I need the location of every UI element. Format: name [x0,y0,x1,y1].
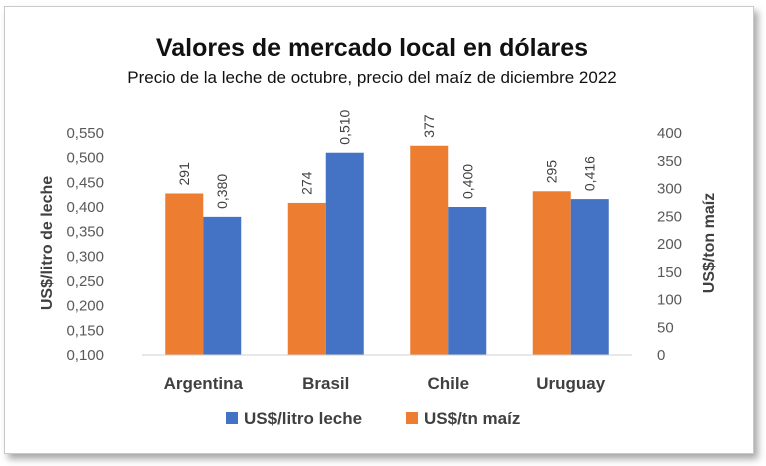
bar [165,193,204,355]
y2-tick-label: 100 [657,292,682,309]
data-label: 377 [421,114,437,138]
data-label: 295 [544,160,560,184]
category-label: Chile [427,374,469,393]
y2-tick-label: 400 [657,125,682,142]
y2-axis-label: US$/ton maíz [701,193,718,293]
legend: US$/litro leche US$/tn maíz [226,409,520,428]
bar [570,199,609,355]
y-tick-label: 0,550 [66,125,104,142]
bar [532,191,571,355]
data-label: 274 [299,171,315,195]
y-tick-label: 0,350 [66,224,104,241]
data-label: 0,380 [214,174,230,209]
y2-tick-label: 200 [657,236,682,253]
chart-subtitle: Precio de la leche de octubre, precio de… [127,68,617,87]
bar [203,216,242,355]
data-label: 0,400 [459,164,475,199]
y-tick-label: 0,150 [66,322,104,339]
y2-tick-label: 250 [657,208,682,225]
y-tick-label: 0,250 [66,273,104,290]
y-axis-label: US$/litro de leche [39,176,56,310]
legend-swatch [406,412,418,424]
bar [287,202,326,355]
category-label: Uruguay [536,374,606,393]
legend-label: US$/tn maíz [424,409,520,428]
y2-tick-label: 0 [657,347,665,364]
bar [448,207,487,355]
data-label: 0,416 [582,156,598,191]
chart-frame [4,6,754,454]
category-label: Argentina [164,374,244,393]
y-tick-label: 0,300 [66,248,104,265]
y2-tick-label: 50 [657,319,674,336]
category-label: Brasil [302,374,349,393]
bar [410,145,449,355]
chart-title: Valores de mercado local en dólares [156,34,588,62]
y2-tick-label: 300 [657,181,682,198]
y-tick-label: 0,500 [66,150,104,167]
legend-swatch [226,412,238,424]
y-tick-label: 0,100 [66,347,104,364]
legend-label: US$/litro leche [244,409,362,428]
bar [325,152,364,355]
plot-area: 0,100 0,150 0,200 0,250 0,300 0,350 0,400 0,450… [66,109,682,393]
y-tick-label: 0,200 [66,298,104,315]
y2-tick-label: 350 [657,153,682,170]
y2-tick-label: 150 [657,264,682,281]
data-label: 0,510 [337,109,353,144]
y-tick-label: 0,450 [66,174,104,191]
data-label: 291 [176,162,192,186]
y-tick-label: 0,400 [66,199,104,216]
